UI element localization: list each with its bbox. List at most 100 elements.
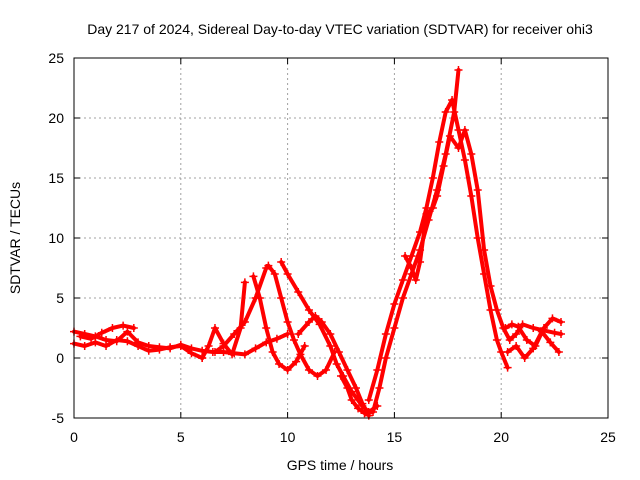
data-point xyxy=(210,324,219,332)
data-point xyxy=(435,138,444,146)
data-point xyxy=(176,342,185,350)
series-line xyxy=(296,314,371,418)
data-point xyxy=(503,363,512,372)
data-point xyxy=(512,342,521,350)
x-axis: 0 5 10 15 20 25 xyxy=(70,58,616,445)
data-point xyxy=(326,342,335,350)
y-tick-label: 5 xyxy=(56,290,64,306)
data-point xyxy=(518,320,527,329)
data-point xyxy=(283,366,292,374)
series-track-g xyxy=(264,261,339,380)
data-point xyxy=(270,270,279,278)
data-point xyxy=(454,66,463,74)
data-point xyxy=(473,186,482,194)
data-point xyxy=(428,174,437,182)
data-point xyxy=(292,357,301,366)
data-point xyxy=(326,330,335,338)
series-track-n xyxy=(503,327,563,362)
data-point xyxy=(554,348,563,356)
data-point xyxy=(522,336,531,344)
data-point xyxy=(155,345,164,354)
data-point xyxy=(294,330,303,338)
data-point xyxy=(343,366,352,374)
data-point xyxy=(529,344,538,353)
data-point xyxy=(358,399,367,408)
data-point xyxy=(144,346,153,355)
chart-title: Day 217 of 2024, Sidereal Day-to-day VTE… xyxy=(87,21,593,37)
data-point xyxy=(294,288,303,296)
data-point xyxy=(369,408,378,416)
data-point xyxy=(390,300,399,308)
data-point xyxy=(240,278,249,287)
data-point xyxy=(322,366,331,374)
data-point xyxy=(401,252,410,260)
x-tick-label: 5 xyxy=(177,429,185,445)
data-point xyxy=(204,342,213,350)
data-point xyxy=(467,192,476,200)
data-point xyxy=(251,344,260,353)
data-point xyxy=(398,294,407,302)
y-tick-label: 15 xyxy=(48,170,64,186)
data-point xyxy=(486,282,495,290)
y-tick-label: -5 xyxy=(52,410,65,426)
data-point xyxy=(529,324,538,332)
data-point xyxy=(411,276,420,284)
data-point xyxy=(304,318,313,326)
y-tick-label: 10 xyxy=(48,230,64,246)
data-point xyxy=(277,258,286,266)
data-point xyxy=(275,360,284,368)
y-tick-label: 0 xyxy=(56,350,64,366)
data-point xyxy=(433,192,442,200)
y-tick-label: 25 xyxy=(48,50,64,66)
series-line xyxy=(339,68,461,416)
data-point xyxy=(296,350,305,359)
data-point xyxy=(337,372,345,380)
data-point xyxy=(512,330,521,338)
y-tick-label: 20 xyxy=(48,110,64,126)
data-point xyxy=(255,294,264,302)
data-point xyxy=(473,234,482,242)
x-tick-label: 10 xyxy=(280,429,296,445)
y-axis-label: SDTVAR / TECUs xyxy=(7,182,23,294)
data-point xyxy=(311,312,320,320)
data-point xyxy=(102,342,111,350)
data-point xyxy=(398,276,407,284)
series-line xyxy=(251,274,307,372)
data-point xyxy=(364,396,373,404)
x-axis-label: GPS time / hours xyxy=(287,457,394,473)
data-point xyxy=(441,108,450,116)
data-point xyxy=(249,272,258,281)
x-tick-label: 25 xyxy=(600,429,616,445)
data-point xyxy=(439,162,448,170)
data-point xyxy=(381,330,390,338)
data-point xyxy=(283,318,292,326)
x-tick-label: 15 xyxy=(387,429,403,445)
series-line xyxy=(266,263,337,378)
data-point xyxy=(390,324,399,332)
data-point xyxy=(416,258,425,266)
data-point xyxy=(230,330,239,338)
series-line xyxy=(403,128,563,342)
data-point xyxy=(304,306,313,314)
data-point xyxy=(492,306,501,314)
data-point xyxy=(97,328,106,337)
series-track-c xyxy=(76,321,138,343)
data-point xyxy=(91,338,100,347)
data-point xyxy=(557,330,566,338)
data-point xyxy=(87,334,96,343)
data-point xyxy=(460,156,469,164)
data-point xyxy=(467,150,476,158)
data-point xyxy=(546,338,555,347)
grid xyxy=(74,58,608,418)
data-point xyxy=(304,366,313,374)
data-point xyxy=(290,336,299,344)
data-point xyxy=(375,384,384,392)
data-point xyxy=(448,96,457,104)
data-point xyxy=(428,204,437,212)
data-point xyxy=(550,328,559,337)
data-point xyxy=(240,318,249,326)
data-point xyxy=(119,321,128,330)
data-point xyxy=(407,264,416,272)
data-point xyxy=(514,322,523,331)
data-point xyxy=(422,210,431,218)
